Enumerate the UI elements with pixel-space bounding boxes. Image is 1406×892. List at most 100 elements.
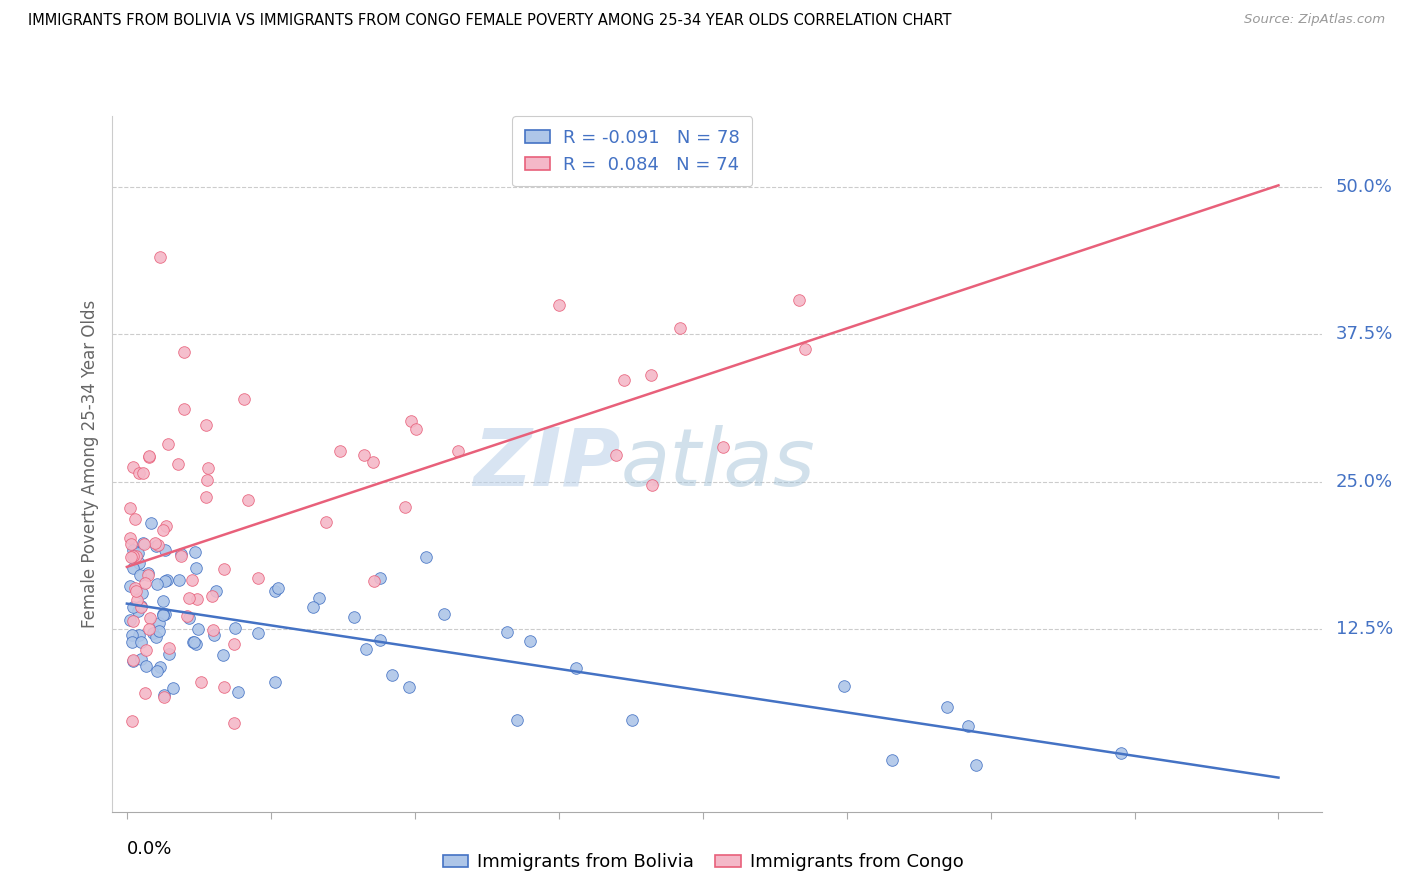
Point [149,251,172,265]
Point [669,321,692,335]
Point [354,642,377,657]
Point [415,549,437,564]
Point [134,686,156,700]
Point [122,561,145,575]
Point [446,444,468,458]
Point [125,593,148,607]
Point [186,592,208,607]
Point [329,444,352,458]
Point [187,623,209,637]
Point [138,450,160,464]
Point [363,455,385,469]
Point [121,549,143,563]
Point [965,757,987,772]
Point [167,457,190,471]
Point [129,568,152,582]
Point [156,574,179,588]
Point [620,714,643,728]
Point [212,680,235,694]
Point [145,630,167,644]
Point [124,581,146,595]
Point [156,436,179,450]
Point [167,573,190,587]
Point [127,545,149,559]
Point [264,584,287,599]
Point [205,583,228,598]
Point [128,466,150,480]
Legend: R = -0.091   N = 78, R =  0.084   N = 74: R = -0.091 N = 78, R = 0.084 N = 74 [512,116,752,186]
Point [787,293,810,307]
Point [957,719,980,733]
Point [401,414,423,428]
Point [148,624,170,638]
Point [157,647,180,661]
Point [190,675,212,690]
Point [936,699,959,714]
Point [121,634,143,648]
Point [368,571,391,585]
Point [146,665,169,679]
Point [121,628,143,642]
Point [118,500,141,515]
Point [519,634,541,648]
Point [640,477,662,491]
Point [155,574,177,589]
Legend: Immigrants from Bolivia, Immigrants from Congo: Immigrants from Bolivia, Immigrants from… [436,847,970,879]
Point [118,531,141,545]
Point [315,515,337,529]
Point [149,660,172,674]
Point [127,604,149,618]
Point [711,440,734,454]
Point [201,589,224,603]
Y-axis label: Female Poverty Among 25-34 Year Olds: Female Poverty Among 25-34 Year Olds [80,300,98,628]
Point [148,538,170,552]
Point [184,561,207,575]
Point [202,624,225,638]
Text: 25.0%: 25.0% [1336,473,1393,491]
Point [793,342,815,356]
Point [136,567,159,582]
Point [134,537,156,551]
Point [122,600,145,615]
Point [180,574,202,588]
Point [183,635,205,649]
Point [496,624,519,639]
Point [236,493,259,508]
Point [506,713,529,727]
Point [226,684,249,698]
Point [118,613,141,627]
Point [139,516,162,530]
Point [152,594,174,608]
Point [125,584,148,599]
Point [547,298,569,312]
Text: atlas: atlas [620,425,815,503]
Point [125,549,148,563]
Text: ZIP: ZIP [472,425,620,503]
Point [605,448,627,462]
Point [136,566,159,580]
Point [353,449,375,463]
Point [162,681,184,696]
Text: 37.5%: 37.5% [1336,325,1393,343]
Point [212,562,235,576]
Point [405,422,427,436]
Point [363,574,385,589]
Point [212,648,235,662]
Point [135,643,157,657]
Point [433,607,456,622]
Point [157,640,180,655]
Point [135,658,157,673]
Point [138,449,160,463]
Point [308,591,330,605]
Point [832,679,855,693]
Point [194,418,217,433]
Point [146,577,169,591]
Point [134,576,156,591]
Point [121,459,143,474]
Point [152,607,174,622]
Point [565,661,588,675]
Point [184,545,207,559]
Point [128,628,150,642]
Point [153,607,176,622]
Point [129,651,152,665]
